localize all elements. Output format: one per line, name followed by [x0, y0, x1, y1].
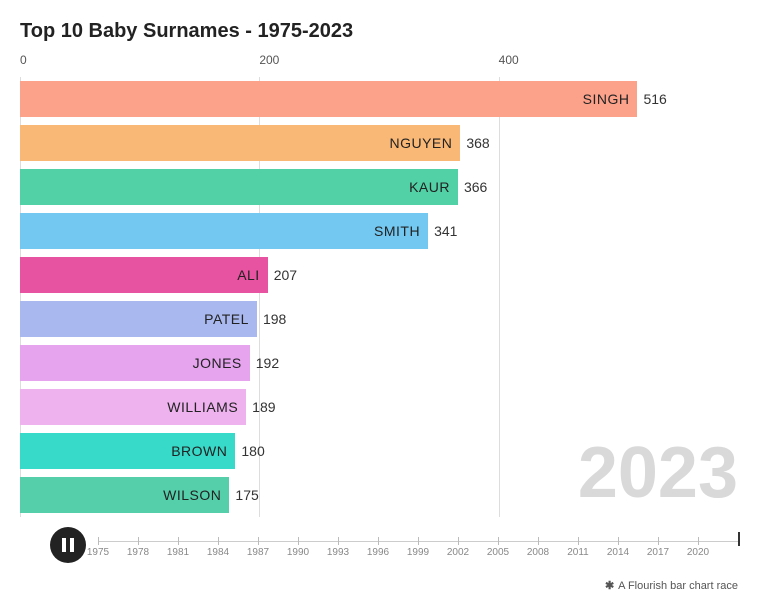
- bar-label: KAUR: [409, 179, 450, 195]
- timeline-tick: [258, 537, 259, 545]
- timeline-year-label: 2002: [447, 547, 469, 558]
- bar: BROWN180: [20, 433, 235, 469]
- timeline-tick: [418, 537, 419, 545]
- timeline-year-label: 1990: [287, 547, 309, 558]
- x-tick-label: 200: [259, 53, 279, 67]
- timeline-tick: [378, 537, 379, 545]
- timeline-tick: [658, 537, 659, 545]
- bar-label: NGUYEN: [389, 135, 452, 151]
- bar-value: 175: [235, 487, 258, 503]
- timeline-year-label: 1981: [167, 547, 189, 558]
- timeline-tick: [498, 537, 499, 545]
- timeline-year-label: 1975: [87, 547, 109, 558]
- pause-icon: [62, 538, 66, 552]
- bar-label: SMITH: [374, 223, 420, 239]
- bar-row: WILLIAMS 189: [20, 385, 738, 429]
- pause-icon: [70, 538, 74, 552]
- bar: SMITH341: [20, 213, 428, 249]
- timeline-year-label: 2014: [607, 547, 629, 558]
- x-tick-label: 400: [499, 53, 519, 67]
- timeline-tick: [578, 537, 579, 545]
- bar: ALI207: [20, 257, 268, 293]
- bar-label: ALI: [237, 267, 260, 283]
- chart-title: Top 10 Baby Surnames - 1975-2023: [20, 20, 738, 43]
- bar: NGUYEN368: [20, 125, 460, 161]
- timeline-current-marker[interactable]: [738, 532, 740, 546]
- timeline-year-label: 1993: [327, 547, 349, 558]
- timeline-tick: [458, 537, 459, 545]
- bar-row: SINGH 516: [20, 77, 738, 121]
- bar: WILLIAMS189: [20, 389, 246, 425]
- credit-star-icon: ✱: [605, 580, 614, 592]
- timeline-year-label: 1996: [367, 547, 389, 558]
- timeline-tick: [298, 537, 299, 545]
- bar-label: BROWN: [171, 443, 227, 459]
- timeline-year-label: 1978: [127, 547, 149, 558]
- bar-value: 516: [643, 91, 666, 107]
- timeline-year-label: 1987: [247, 547, 269, 558]
- controls-row: 1975 1978 1981 1984 1987 1990 1993 1996 1999 2002…: [20, 525, 738, 565]
- bar-chart-race: Top 10 Baby Surnames - 1975-2023 0 200 400…: [20, 20, 738, 592]
- bar-label: WILLIAMS: [167, 399, 238, 415]
- bar-row: WILSON 175: [20, 473, 738, 517]
- timeline-tick: [178, 537, 179, 545]
- timeline-tick: [698, 537, 699, 545]
- credit-line: ✱ A Flourish bar chart race: [20, 579, 738, 592]
- bar-value: 207: [274, 267, 297, 283]
- bars-area: 2023 SINGH516NGUYEN368KAUR366SMITH341ALI…: [20, 77, 738, 517]
- bar-value: 189: [252, 399, 275, 415]
- credit-text: A Flourish bar chart race: [618, 580, 738, 592]
- bar: WILSON175: [20, 477, 229, 513]
- bar-row: PATEL 198: [20, 297, 738, 341]
- timeline-year-label: 2017: [647, 547, 669, 558]
- x-axis-top: 0 200 400: [20, 53, 738, 73]
- timeline-tick: [218, 537, 219, 545]
- bar-value: 368: [466, 135, 489, 151]
- bar-row: BROWN 180: [20, 429, 738, 473]
- timeline-tick: [538, 537, 539, 545]
- timeline-year-label: 1984: [207, 547, 229, 558]
- bar-row: JONES 192: [20, 341, 738, 385]
- bar-value: 180: [241, 443, 264, 459]
- timeline-tick: [138, 537, 139, 545]
- timeline-tick: [98, 537, 99, 545]
- timeline-year-label: 2005: [487, 547, 509, 558]
- bar-row: SMITH 341: [20, 209, 738, 253]
- x-tick-label: 0: [20, 53, 27, 67]
- bar-row: KAUR 366: [20, 165, 738, 209]
- bar-value: 198: [263, 311, 286, 327]
- bar-label: WILSON: [163, 487, 221, 503]
- bar: KAUR366: [20, 169, 458, 205]
- bar-row: ALI 207: [20, 253, 738, 297]
- bar-value: 341: [434, 223, 457, 239]
- timeline-slider[interactable]: 1975197819811984198719901993199619992002…: [98, 535, 738, 555]
- timeline-year-label: 2020: [687, 547, 709, 558]
- bar-value: 192: [256, 355, 279, 371]
- bar-label: PATEL: [204, 311, 249, 327]
- bar-row: NGUYEN 368: [20, 121, 738, 165]
- bar: JONES192: [20, 345, 250, 381]
- bar: SINGH516: [20, 81, 637, 117]
- pause-button[interactable]: [50, 527, 86, 563]
- timeline-year-label: 2008: [527, 547, 549, 558]
- timeline-tick: [338, 537, 339, 545]
- timeline-year-label: 2011: [567, 547, 589, 558]
- timeline-year-label: 1999: [407, 547, 429, 558]
- bar: PATEL198: [20, 301, 257, 337]
- bar-value: 366: [464, 179, 487, 195]
- timeline-tick: [618, 537, 619, 545]
- bar-label: JONES: [193, 355, 242, 371]
- bar-label: SINGH: [583, 91, 630, 107]
